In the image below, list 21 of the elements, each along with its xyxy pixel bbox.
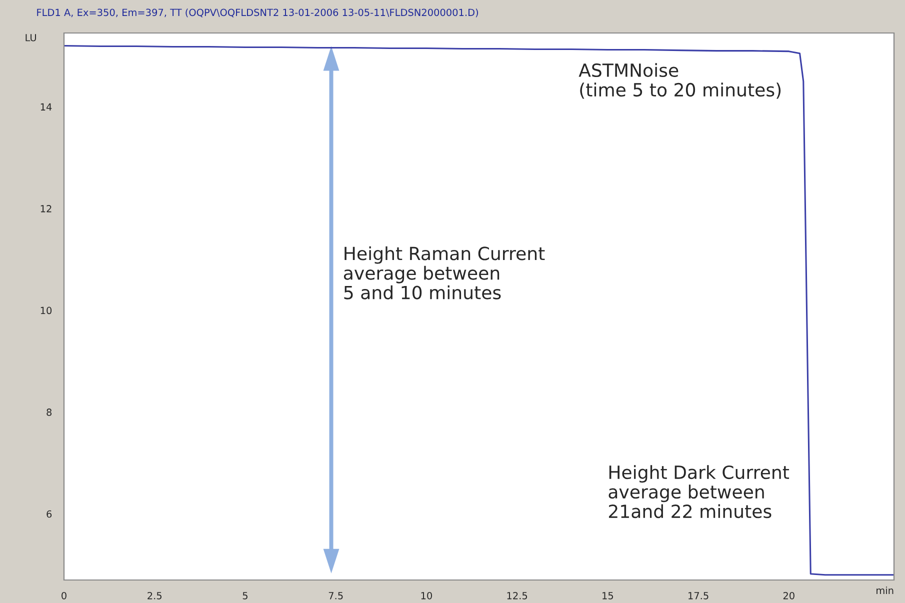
- annotation: ASTMNoise (time 5 to 20 minutes): [578, 63, 781, 99]
- y-tick-label: 8: [46, 408, 52, 416]
- y-axis-title: LU: [26, 34, 36, 42]
- x-tick-label: 17.5: [688, 592, 708, 600]
- y-tick-label: 6: [46, 510, 52, 518]
- x-tick-label: 20: [783, 592, 794, 600]
- x-tick-label: 0: [62, 592, 66, 600]
- y-tick-label: 10: [40, 306, 52, 314]
- y-tick-label: 14: [40, 103, 52, 110]
- x-tick-label: 10: [421, 592, 432, 600]
- x-tick-label: 7.5: [328, 592, 343, 600]
- x-axis-title: min: [876, 586, 894, 594]
- x-tick-label: 15: [602, 592, 614, 600]
- annotation: Height Dark Current average between 21and 22 minutes: [608, 465, 790, 518]
- annotation: Height Raman Current average between 5 and 10 minutes: [344, 246, 545, 300]
- x-tick-label: 2.5: [148, 592, 162, 600]
- x-tick-label: 12.5: [507, 592, 528, 600]
- chart-title: FLD1 A, Ex=350, Em=397, TT (OQPV\OQFLDSNT2 13-01-2006 13-05-11\FLDSN2000001.D): [37, 8, 478, 18]
- x-tick-label: 5: [242, 592, 248, 600]
- y-tick-label: 12: [40, 205, 52, 212]
- line-series: [64, 44, 894, 576]
